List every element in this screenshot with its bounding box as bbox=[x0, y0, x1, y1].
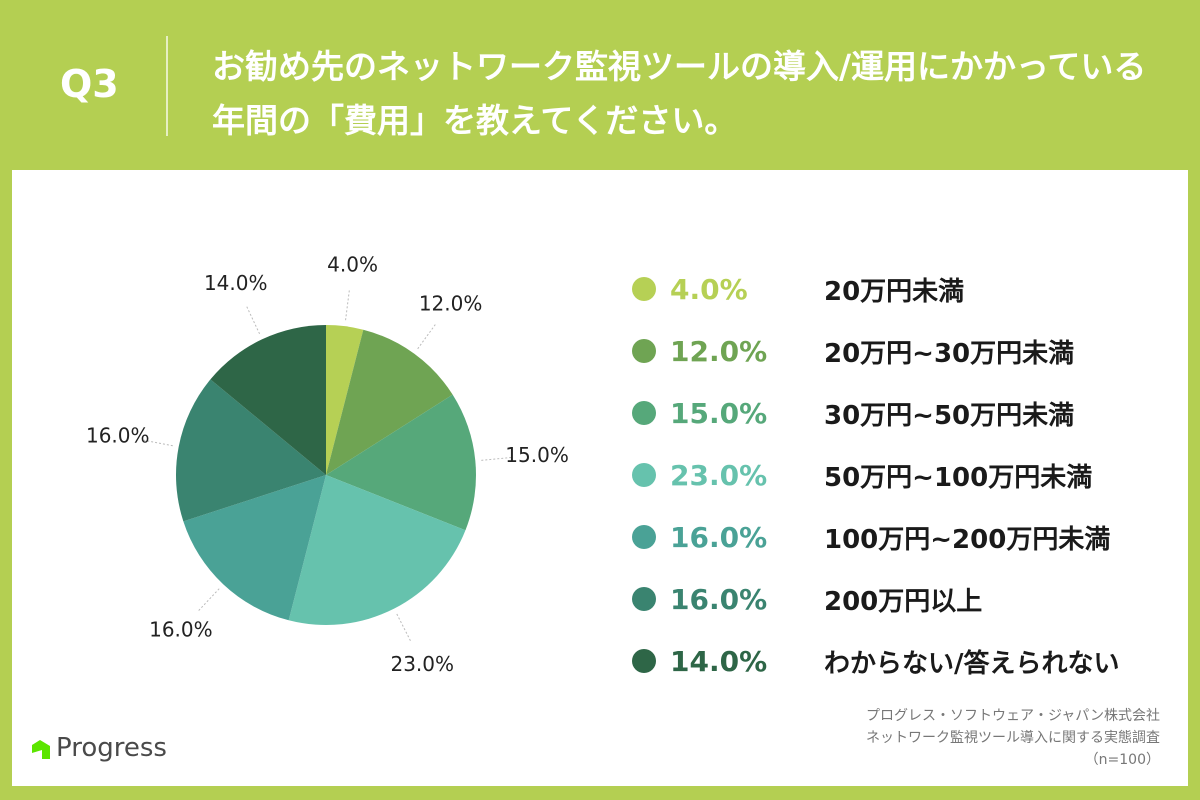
leader-line bbox=[141, 439, 173, 447]
legend-percent: 16.0% bbox=[670, 582, 768, 616]
legend-item: 15.0% 30万円~50万円未満 bbox=[632, 382, 1120, 444]
question-number: Q3 bbox=[60, 62, 119, 106]
logo-text: Progress bbox=[56, 733, 167, 763]
legend-percent: 4.0% bbox=[670, 272, 748, 306]
source-line-1: プログレス・ソフトウェア・ジャパン株式会社 bbox=[866, 708, 1160, 724]
legend-swatch bbox=[632, 649, 656, 673]
legend-swatch bbox=[632, 339, 656, 363]
leader-line bbox=[417, 322, 437, 350]
page-title: お勧め先のネットワーク監視ツールの導入/運用にかかっている年間の「費用」を教えて… bbox=[212, 47, 1147, 140]
source-line-2: ネットワーク監視ツール導入に関する実態調査 bbox=[866, 730, 1160, 746]
data-label: 23.0% bbox=[390, 652, 454, 676]
legend-label: 20万円未満 bbox=[824, 276, 965, 307]
pie-slice bbox=[288, 475, 466, 626]
legend-item: 16.0% 200万円以上 bbox=[632, 568, 1120, 630]
leader-line bbox=[396, 613, 412, 643]
legend-label: 20万円~30万円未満 bbox=[824, 338, 1075, 369]
data-label: 15.0% bbox=[505, 443, 569, 467]
progress-logo: Progress bbox=[30, 733, 167, 763]
legend-swatch bbox=[632, 587, 656, 611]
pie-slice bbox=[326, 394, 477, 531]
legend-item: 12.0% 20万円~30万円未満 bbox=[632, 320, 1120, 382]
legend-swatch bbox=[632, 525, 656, 549]
legend-label: 50万円~100万円未満 bbox=[824, 462, 1093, 493]
legend: 4.0% 20万円未満 12.0% 20万円~30万円未満 15.0% 30万円~50万円… bbox=[632, 258, 1120, 692]
legend-swatch bbox=[632, 401, 656, 425]
leader-line bbox=[345, 288, 351, 321]
legend-item: 16.0% 100万円~200万円未満 bbox=[632, 506, 1120, 568]
data-label: 16.0% bbox=[149, 618, 213, 642]
legend-percent: 12.0% bbox=[670, 334, 768, 368]
pie-slice bbox=[176, 379, 326, 522]
legend-label: 200万円以上 bbox=[824, 586, 983, 617]
source-note: プログレス・ソフトウェア・ジャパン株式会社 ネットワーク監視ツール導入に関する実… bbox=[866, 705, 1160, 771]
leader-line bbox=[245, 304, 261, 335]
divider bbox=[166, 36, 168, 136]
legend-swatch bbox=[632, 277, 656, 301]
data-label: 16.0% bbox=[86, 423, 150, 447]
legend-label: わからない/答えられない bbox=[824, 648, 1120, 679]
legend-item: 14.0% わからない/答えられない bbox=[632, 630, 1120, 692]
pie-slice bbox=[326, 325, 364, 475]
legend-label: 30万円~50万円未満 bbox=[824, 400, 1075, 431]
legend-percent: 14.0% bbox=[670, 644, 768, 678]
data-label: 14.0% bbox=[204, 271, 268, 295]
legend-item: 23.0% 50万円~100万円未満 bbox=[632, 444, 1120, 506]
legend-label: 100万円~200万円未満 bbox=[824, 524, 1111, 555]
data-label: 4.0% bbox=[327, 253, 378, 277]
legend-item: 4.0% 20万円未満 bbox=[632, 258, 1120, 320]
pie-slice bbox=[210, 325, 326, 475]
legend-percent: 23.0% bbox=[670, 458, 768, 492]
legend-percent: 16.0% bbox=[670, 520, 768, 554]
progress-logo-icon bbox=[32, 740, 50, 759]
legend-percent: 15.0% bbox=[670, 396, 768, 430]
sample-size: （n=100） bbox=[1084, 752, 1160, 768]
legend-swatch bbox=[632, 463, 656, 487]
leader-line bbox=[481, 456, 514, 461]
leader-line bbox=[196, 588, 220, 613]
pie-slice bbox=[326, 329, 453, 475]
pie-slice bbox=[183, 475, 326, 621]
data-label: 12.0% bbox=[419, 291, 483, 315]
